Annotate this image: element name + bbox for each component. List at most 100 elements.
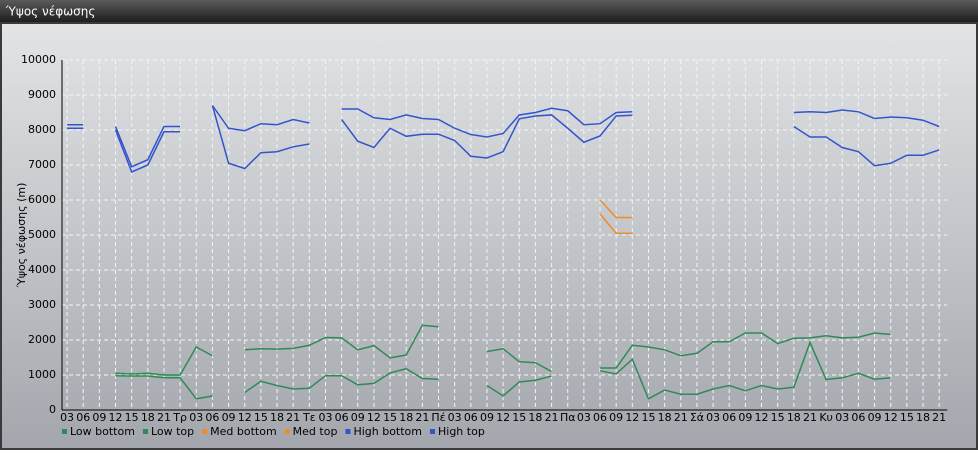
x-tick-label: 15 <box>900 411 914 424</box>
legend-swatch <box>142 429 148 434</box>
x-tick-label: 18 <box>399 411 413 424</box>
x-tick-label: 18 <box>270 411 284 424</box>
x-tick-label: 06 <box>76 411 90 424</box>
x-tick-label: 21 <box>157 411 171 424</box>
y-tick-label: 5000 <box>28 228 56 241</box>
x-tick-label: 12 <box>109 411 123 424</box>
x-tick-label: 03 <box>706 411 720 424</box>
series-line <box>114 129 181 173</box>
x-tick-label: 15 <box>125 411 139 424</box>
legend-label: Med top <box>293 425 338 438</box>
x-tick-label: 03 <box>318 411 332 424</box>
series-line <box>114 125 181 168</box>
x-tick-label: 15 <box>771 411 785 424</box>
x-tick-label: 21 <box>415 411 429 424</box>
y-tick-label: 0 <box>49 403 56 416</box>
x-tick-label: 06 <box>593 411 607 424</box>
legend-swatch <box>345 429 351 434</box>
x-tick-label: 09 <box>92 411 106 424</box>
series-line <box>599 340 891 400</box>
x-tick-label: Σά <box>690 411 704 424</box>
x-tick-label: 15 <box>383 411 397 424</box>
legend-swatch <box>62 429 67 434</box>
x-tick-label: 06 <box>464 411 478 424</box>
x-tick-label: 03 <box>577 411 591 424</box>
x-tick-label: 03 <box>60 411 74 424</box>
y-tick-label: 6000 <box>28 193 56 206</box>
legend-label: Low top <box>151 425 194 438</box>
x-tick-label: Κυ <box>819 411 833 424</box>
x-tick-label: 18 <box>658 411 672 424</box>
legend-label: Low bottom <box>70 425 135 438</box>
x-tick-label: 12 <box>755 411 769 424</box>
x-tick-label: Πα <box>560 411 576 424</box>
series-line <box>341 107 633 138</box>
legend-label: Med bottom <box>210 425 277 438</box>
y-axis-label: Ύψος νέφωσης (m) <box>15 183 28 289</box>
x-tick-label: Πέ <box>431 411 445 424</box>
y-tick-label: 9000 <box>28 88 56 101</box>
x-tick-label: 06 <box>851 411 865 424</box>
legend-label: High top <box>438 425 485 438</box>
x-tick-label: 12 <box>884 411 898 424</box>
series-line <box>486 347 552 373</box>
x-tick-label: 12 <box>625 411 639 424</box>
x-tick-label: 09 <box>738 411 752 424</box>
x-tick-label: 09 <box>868 411 882 424</box>
x-tick-label: 21 <box>674 411 688 424</box>
legend-swatch <box>430 429 435 434</box>
y-tick-label: 7000 <box>28 158 56 171</box>
x-tick-label: 03 <box>448 411 462 424</box>
x-tick-label: 12 <box>367 411 381 424</box>
x-tick-label: 18 <box>916 411 930 424</box>
y-tick-label: 10000 <box>21 53 56 66</box>
x-tick-label: 09 <box>351 411 365 424</box>
x-tick-label: 06 <box>335 411 349 424</box>
x-tick-label: Τρ <box>172 411 187 424</box>
x-tick-label: 09 <box>222 411 236 424</box>
series-line <box>115 374 213 400</box>
y-tick-label: 4000 <box>28 263 56 276</box>
y-tick-label: 2000 <box>28 333 56 346</box>
series-line <box>115 345 213 376</box>
x-tick-label: 03 <box>189 411 203 424</box>
series-line <box>211 105 310 170</box>
x-tick-label: 18 <box>141 411 155 424</box>
series-line <box>599 213 633 234</box>
series-line <box>341 114 633 159</box>
x-tick-label: 15 <box>254 411 268 424</box>
x-tick-label: 15 <box>512 411 526 424</box>
series-line <box>793 109 940 128</box>
x-tick-label: 12 <box>238 411 252 424</box>
x-tick-label: 03 <box>835 411 849 424</box>
x-tick-label: 06 <box>205 411 219 424</box>
series-line <box>486 375 552 397</box>
series-line <box>211 105 310 132</box>
y-tick-label: 1000 <box>28 368 56 381</box>
title-bar <box>0 0 978 22</box>
series-line <box>793 125 940 167</box>
x-tick-label: 21 <box>286 411 300 424</box>
x-tick-label: 15 <box>641 411 655 424</box>
x-tick-label: 21 <box>932 411 946 424</box>
y-tick-label: 3000 <box>28 298 56 311</box>
x-tick-label: 12 <box>496 411 510 424</box>
y-tick-label: 8000 <box>28 123 56 136</box>
legend-label: High bottom <box>353 425 422 438</box>
x-tick-label: 06 <box>722 411 736 424</box>
x-tick-label: 21 <box>803 411 817 424</box>
x-tick-label: 21 <box>545 411 559 424</box>
series-line <box>600 332 891 369</box>
x-tick-label: 18 <box>528 411 542 424</box>
x-tick-label: Τε <box>302 411 316 424</box>
series-line <box>599 199 633 219</box>
legend-swatch <box>202 429 208 434</box>
series-line <box>244 367 439 394</box>
window-title: Ύψος νέφωσης <box>5 5 95 19</box>
series-line <box>244 324 439 359</box>
x-tick-label: 18 <box>787 411 801 424</box>
legend-swatch <box>284 429 290 434</box>
x-tick-label: 09 <box>480 411 494 424</box>
x-tick-label: 09 <box>609 411 623 424</box>
